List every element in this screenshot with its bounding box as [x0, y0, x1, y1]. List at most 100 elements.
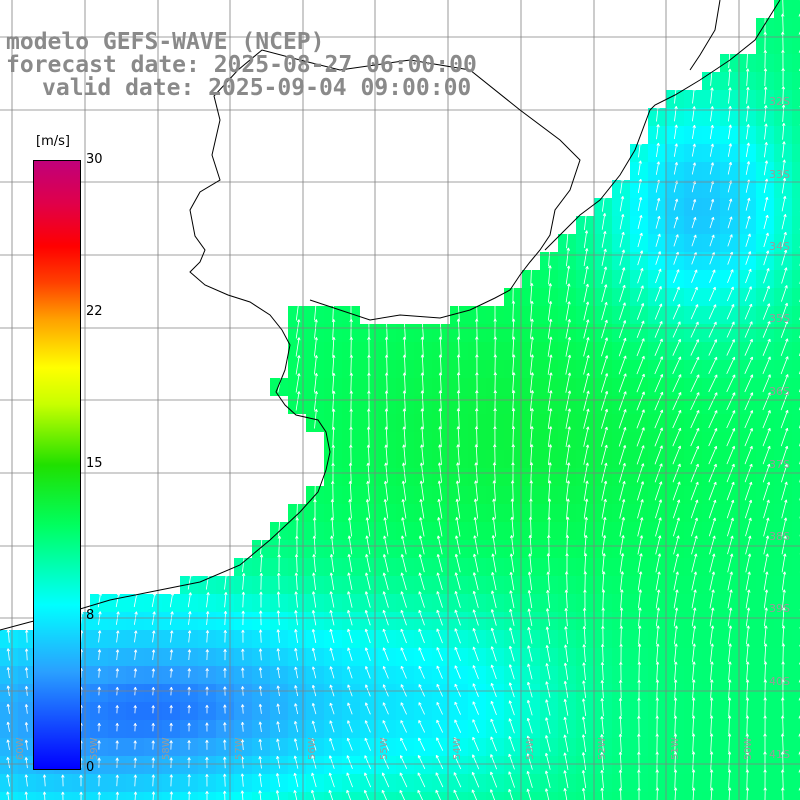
- wind-arrow: [508, 753, 515, 770]
- wind-arrow: [601, 337, 608, 357]
- wind-arrow: [583, 589, 587, 609]
- wind-arrow: [726, 445, 735, 465]
- wind-arrow: [364, 628, 371, 644]
- wind-arrow: [205, 774, 209, 787]
- wind-arrow: [726, 321, 735, 338]
- wind-arrow: [619, 607, 624, 627]
- wind-arrow: [133, 774, 138, 787]
- wind-arrow: [619, 553, 625, 573]
- wind-arrow: [382, 702, 389, 715]
- wind-arrow: [728, 68, 732, 86]
- wind-arrow: [692, 643, 696, 663]
- wind-arrow: [619, 643, 623, 663]
- wind-arrow: [312, 554, 316, 573]
- wind-arrow: [402, 426, 406, 447]
- wind-arrow: [762, 481, 771, 501]
- wind-arrow: [673, 198, 679, 211]
- wind-arrow: [780, 13, 785, 33]
- wind-arrow: [348, 480, 353, 501]
- wind-arrow: [508, 664, 515, 680]
- wind-arrow: [258, 721, 263, 732]
- field-cell: [792, 684, 800, 702]
- wind-arrow: [346, 772, 353, 788]
- wind-arrow: [708, 304, 717, 320]
- wind-arrow: [490, 718, 497, 734]
- wind-arrow: [42, 774, 47, 787]
- wind-arrow: [417, 772, 426, 788]
- wind-arrow: [278, 517, 282, 537]
- wind-arrow: [547, 354, 553, 375]
- wind-arrow: [241, 648, 245, 661]
- wind-arrow: [780, 427, 789, 447]
- wind-arrow: [583, 372, 590, 393]
- wind-arrow: [311, 755, 317, 769]
- wind-arrow: [727, 715, 732, 735]
- wind-arrow: [584, 212, 588, 231]
- wind-arrow: [530, 300, 534, 321]
- wind-arrow: [24, 704, 29, 714]
- wind-arrow: [418, 684, 425, 697]
- wind-arrow: [673, 787, 678, 800]
- wind-arrow: [435, 754, 444, 770]
- wind-arrow: [205, 791, 209, 800]
- wind-arrow: [636, 338, 645, 357]
- wind-arrow: [637, 643, 642, 663]
- wind-arrow: [673, 589, 679, 609]
- wind-arrow: [727, 251, 734, 265]
- wind-arrow: [314, 408, 318, 429]
- wind-arrow: [151, 668, 156, 678]
- wind-arrow: [781, 571, 787, 591]
- wind-arrow: [491, 553, 497, 573]
- wind-arrow: [151, 791, 156, 800]
- wind-arrow: [584, 534, 588, 555]
- wind-arrow: [565, 444, 571, 465]
- wind-arrow: [472, 590, 479, 608]
- wind-arrow: [601, 284, 608, 303]
- wind-arrow: [364, 647, 371, 661]
- wind-arrow: [24, 722, 29, 732]
- wind-arrow: [781, 213, 787, 230]
- wind-arrow: [349, 390, 353, 411]
- wind-arrow: [314, 390, 318, 411]
- wind-arrow: [508, 771, 515, 788]
- wind-arrow: [472, 628, 479, 644]
- wind-arrow: [528, 535, 532, 555]
- wind-arrow: [475, 408, 479, 429]
- wind-arrow: [672, 321, 681, 338]
- wind-arrow: [746, 105, 750, 122]
- wind-arrow: [277, 535, 282, 555]
- wind-arrow: [293, 790, 298, 800]
- wind-arrow: [583, 498, 589, 519]
- wind-arrow: [673, 769, 678, 789]
- wind-arrow: [490, 754, 498, 770]
- field-cell: [792, 414, 800, 432]
- wind-arrow: [656, 124, 660, 140]
- wind-arrow: [637, 481, 644, 501]
- wind-arrow: [692, 661, 696, 681]
- wind-arrow: [25, 629, 29, 643]
- wind-arrow: [744, 356, 753, 374]
- wind-arrow: [241, 629, 245, 643]
- wind-arrow: [332, 354, 336, 375]
- wind-arrow: [223, 739, 227, 750]
- wind-arrow: [636, 391, 645, 411]
- wind-arrow: [602, 553, 606, 573]
- wind-arrow: [655, 535, 662, 555]
- wind-arrow: [436, 737, 444, 751]
- wind-arrow: [673, 517, 680, 537]
- lat-label: 33S: [769, 168, 790, 181]
- wind-arrow: [709, 124, 714, 140]
- wind-arrow: [311, 720, 317, 733]
- wind-arrow: [690, 392, 700, 411]
- wind-arrow: [744, 321, 753, 338]
- wind-arrow: [400, 554, 407, 573]
- wind-arrow: [710, 643, 714, 663]
- wind-arrow: [762, 445, 771, 465]
- wind-arrow: [565, 336, 571, 357]
- wind-arrow: [294, 629, 298, 643]
- wind-arrow: [582, 607, 587, 627]
- wind-arrow: [349, 444, 353, 465]
- wind-arrow: [438, 444, 442, 465]
- wind-arrow: [727, 216, 733, 229]
- wind-arrow: [564, 571, 569, 591]
